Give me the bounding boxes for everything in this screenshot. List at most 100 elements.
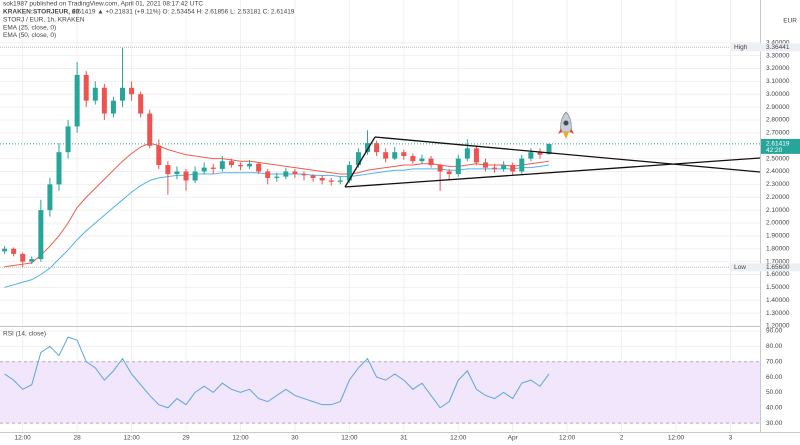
candle-body	[210, 167, 216, 169]
x-tick-label: Apr	[508, 435, 519, 442]
line-series	[4, 336, 550, 409]
symbol: KRAKEN:STORJEUR, 60	[3, 9, 79, 16]
y-tick-label: 2.00000	[766, 220, 790, 227]
candle-body	[92, 87, 98, 101]
candle-body	[528, 152, 534, 159]
x-tick-label: 12:00	[15, 435, 32, 442]
candle-body	[292, 171, 298, 175]
candle-body	[374, 143, 380, 153]
y-tick-label: 3.10000	[766, 78, 790, 85]
legend-entry: EMA (25, close, 0)	[3, 25, 56, 32]
candle-body	[383, 152, 389, 159]
candle-body	[401, 152, 407, 157]
candle-body	[138, 94, 144, 114]
y-tick-label: 2.50000	[766, 155, 790, 162]
x-tick-label: 12:00	[123, 435, 140, 442]
x-tick-label: 12:00	[559, 435, 576, 442]
low-label-box	[730, 263, 800, 272]
legend-entry: EMA (50, close, 0)	[3, 32, 56, 39]
candle-body	[337, 180, 343, 182]
y-tick-label: 1.30000	[766, 310, 790, 317]
last-price-box	[761, 138, 800, 154]
x-tick-label: 12:00	[668, 435, 685, 442]
candle-body	[38, 210, 44, 260]
candle-body	[83, 74, 89, 101]
x-tick-label: 30	[291, 435, 299, 442]
high-label: High	[734, 44, 748, 51]
candle-body	[29, 259, 35, 262]
low-value: 1.65600	[766, 264, 790, 271]
candle-body	[183, 171, 189, 181]
rocket-icon	[558, 111, 574, 139]
y-tick-label: 3.30000	[766, 52, 790, 59]
y-tick-label: 1.40000	[766, 297, 790, 304]
candle-body	[174, 171, 180, 175]
x-tick-label: 28	[74, 435, 82, 442]
rsi-band-layer	[0, 361, 760, 424]
candle-body	[428, 158, 434, 166]
low-label: Low	[734, 264, 746, 271]
candle-body	[537, 152, 543, 155]
y-tick-label: 3.20000	[766, 65, 790, 72]
grid	[0, 0, 760, 432]
y-tick-label: 90.00	[766, 328, 783, 335]
candle-body	[492, 167, 498, 169]
candle-body	[2, 248, 8, 252]
x-tick-label: 12:00	[232, 435, 249, 442]
y-tick-label: 1.80000	[766, 245, 790, 252]
high-label-box	[730, 43, 800, 52]
candle-body	[310, 175, 316, 178]
x-tick-label: 29	[182, 435, 190, 442]
y-tick-label: 1.50000	[766, 284, 790, 291]
y-tick-label: 2.20000	[766, 194, 790, 201]
rsi-band	[0, 361, 760, 424]
chart-title: STORJ / EUR, 1h, KRAKEN	[3, 17, 85, 24]
candle-body	[301, 174, 307, 176]
axes: 12:00 28 12:00 29 12:00 30 12:00 31 12:00 Apr 12:0…	[3, 25, 800, 442]
marks-layer	[0, 46, 760, 409]
candle-body	[464, 148, 470, 159]
x-tick-label: 12:00	[450, 435, 467, 442]
y-tick-label: 1.70000	[766, 258, 790, 265]
candle-body	[328, 180, 334, 182]
candle-body	[110, 100, 116, 114]
last-price-label: 2.61419	[766, 141, 790, 148]
candle-body	[482, 162, 488, 168]
currency: EUR	[783, 18, 797, 25]
candle-body	[192, 171, 198, 181]
y-tick-label: 1.90000	[766, 233, 790, 240]
candle-body	[501, 165, 507, 169]
y-tick-label: 2.70000	[766, 130, 790, 137]
y-tick-label: 50.00	[766, 389, 783, 396]
trend-line-upper	[374, 136, 761, 173]
candle-body	[201, 167, 207, 172]
y-tick-label: 3.00000	[766, 91, 790, 98]
x-tick-label: 3	[729, 435, 733, 442]
candle-body	[346, 165, 352, 181]
x-tick-label: 12:00	[341, 435, 358, 442]
y-tick-label: 2.80000	[766, 117, 790, 124]
candle-body	[455, 158, 461, 175]
x-tick-label: 31	[400, 435, 408, 442]
candle-body	[74, 74, 80, 127]
candle-body	[147, 113, 153, 146]
y-tick-label: 2.10000	[766, 207, 790, 214]
candle-body	[274, 176, 280, 178]
y-tick-label: 3.40000	[766, 39, 790, 46]
candle-body	[101, 87, 107, 114]
candle-body	[219, 161, 225, 169]
y-tick-label: 2.30000	[766, 181, 790, 188]
y-tick-label: 60.00	[766, 374, 783, 381]
rsi-title: RSI (14, close)	[3, 331, 46, 338]
candle-body	[365, 143, 371, 153]
candle-body	[120, 87, 126, 101]
candle-body	[410, 156, 416, 162]
y-tick-label: 2.90000	[766, 104, 790, 111]
candle-body	[437, 165, 443, 172]
y-tick-label: 30.00	[766, 420, 783, 427]
candle-body	[392, 152, 398, 159]
quote: 2.61419 ▲ +0.21831 (+9.11%) O: 2.53454 H…	[72, 9, 295, 16]
candle-body	[237, 165, 243, 167]
candle-body	[510, 165, 516, 172]
